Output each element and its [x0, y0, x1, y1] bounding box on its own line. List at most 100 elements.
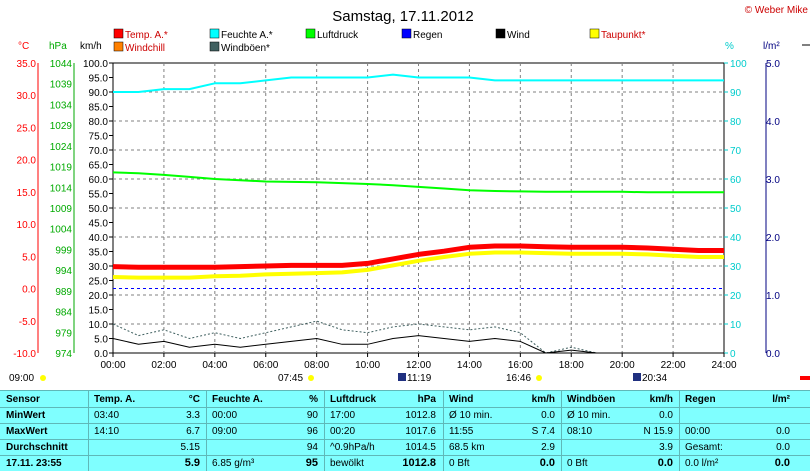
wind-tick-label: 60.0 — [89, 175, 109, 186]
pressure-tick-label: 1024 — [50, 142, 73, 153]
humidity-tick-label: 60 — [730, 175, 742, 186]
moonset-label: 20:34 — [642, 373, 667, 384]
legend-swatch — [113, 41, 124, 52]
stats-cell-wind-info: Ø 10 min. — [449, 410, 493, 421]
left-axes: 35.0 30.0 25.0 20.0 15.0 10.0 5.0 0.0 -5.0 -10.0 1… — [13, 59, 113, 360]
temp-tick-label: -10.0 — [13, 349, 36, 360]
series-feuchtea-line — [113, 73, 724, 93]
time-tick-label: 18:00 — [559, 360, 584, 371]
legend-swatch — [209, 41, 220, 52]
stats-row-label: MinWert — [6, 410, 46, 421]
stats-header-hum-unit: % — [309, 394, 318, 405]
legend-swatch — [589, 28, 600, 39]
stats-cell-temp-value: 3.3 — [186, 410, 200, 421]
legend-label: Windchill — [125, 43, 165, 54]
temp-tick-label: -5.0 — [19, 317, 37, 328]
time-tick-label: 10:00 — [355, 360, 380, 371]
wind-tick-label: 45.0 — [89, 219, 109, 230]
wind-tick-label: 40.0 — [89, 233, 109, 244]
stats-cell-press-value: 1012.8 — [405, 410, 436, 421]
legend-label: Regen — [413, 30, 442, 41]
pressure-tick-label: 1014 — [50, 183, 73, 194]
sun-moon-row: 09:00 07:45 11:19 16:46 20:34 — [9, 373, 810, 384]
stats-cell-press-info: 17:00 — [330, 410, 356, 421]
stats-table: Sensor Temp. A. °C Feuchte A. % Luftdruc… — [0, 390, 810, 471]
stats-cell-wind-value: 0.0 — [541, 410, 555, 421]
stats-cell-rain-info: 0.0 l/m² — [685, 458, 719, 469]
pressure-tick-label: 1009 — [50, 204, 73, 215]
pressure-tick-label: 1029 — [50, 121, 73, 132]
legend-label: Taupunkt* — [601, 30, 646, 41]
temp-tick-label: 5.0 — [22, 252, 36, 263]
copyright-text: © Weber Mike — [745, 5, 809, 16]
time-tick-label: 04:00 — [202, 360, 227, 371]
weather-chart: Samstag, 17.11.2012 © Weber Mike Temp. A… — [9, 5, 810, 384]
wind-tick-label: 50.0 — [89, 204, 109, 215]
pressure-unit-label: hPa — [49, 41, 67, 52]
pressure-tick-label: 1004 — [50, 225, 73, 236]
stats-cell-wind-value: S 7.4 — [531, 426, 555, 437]
stats-row-label: 17.11. 23:55 — [6, 458, 62, 469]
sunset-label: 16:46 — [506, 373, 531, 384]
stats-cell-press-value: 1014.5 — [405, 442, 436, 453]
rain-tick-label: 5.0 — [766, 59, 780, 70]
stats-cell-press-value: 1017.6 — [405, 426, 436, 437]
series-wind-line — [112, 335, 724, 354]
stats-row-label: Durchschnitt — [6, 442, 68, 453]
time-tick-label: 06:00 — [253, 360, 278, 371]
time-tick-label: 22:00 — [661, 360, 686, 371]
sunrise-label: 07:45 — [278, 373, 303, 384]
humidity-tick-label: 80 — [730, 117, 742, 128]
time-tick-label: 16:00 — [508, 360, 533, 371]
wind-tick-label: 0.0 — [94, 349, 108, 360]
time-tick-label: 02:00 — [151, 360, 176, 371]
temp-tick-label: 35.0 — [17, 59, 37, 70]
stats-cell-temp-info: 14:10 — [94, 426, 120, 437]
stats-cell-gust-value: 3.9 — [659, 442, 673, 453]
stats-row-divider — [0, 439, 810, 440]
stats-cell-temp-value: 6.7 — [186, 426, 200, 437]
wind-tick-label: 10.0 — [89, 320, 109, 331]
stats-cell-wind-value: 2.9 — [541, 442, 555, 453]
stats-header-press: Luftdruck — [330, 394, 377, 405]
pressure-tick-label: 999 — [55, 245, 72, 256]
rain-tick-label: 4.0 — [766, 117, 780, 128]
legend-label: Luftdruck — [317, 30, 359, 41]
pressure-tick-label: 984 — [55, 308, 72, 319]
humidity-tick-label: 10 — [730, 320, 742, 331]
pressure-tick-label: 994 — [55, 266, 72, 277]
legend-swatch — [113, 28, 124, 39]
moonset-icon — [633, 373, 641, 381]
legend-swatch — [305, 28, 316, 39]
humidity-tick-label: 40 — [730, 233, 742, 244]
legend-label: Wind — [507, 30, 530, 41]
time-tick-label: 14:00 — [457, 360, 482, 371]
stats-cell-wind-info: 11:55 — [449, 426, 474, 437]
stats-cell-hum-value: 95 — [305, 457, 318, 469]
stats-cell-rain-info: Gesamt: — [685, 442, 723, 453]
stats-cell-temp-value: 5.15 — [180, 442, 200, 453]
pressure-tick-label: 1039 — [50, 80, 73, 91]
rain-unit-label: l/m² — [763, 41, 780, 52]
stats-header-wind: Wind — [449, 394, 474, 405]
humidity-unit-label: % — [725, 41, 734, 52]
time-tick-label: 20:00 — [610, 360, 635, 371]
stats-cell-gust-value: 0.0 — [659, 410, 673, 421]
humidity-tick-label: 0 — [730, 349, 736, 360]
stats-header-rain: Regen — [685, 394, 716, 405]
stats-cell-press-info: ^0.9hPa/h — [330, 442, 375, 453]
time-tick-label: 24:00 — [711, 360, 736, 371]
wind-tick-label: 100.0 — [83, 59, 108, 70]
pressure-tick-label: 974 — [55, 349, 72, 360]
wind-tick-label: 5.0 — [94, 335, 108, 346]
stats-cell-rain-info: 00:00 — [685, 426, 711, 437]
sunrise-icon — [308, 375, 314, 381]
stats-cell-hum-info: 09:00 — [212, 426, 238, 437]
pressure-tick-label: 979 — [55, 328, 72, 339]
stats-cell-gust-info: Ø 10 min. — [567, 410, 611, 421]
wind-tick-label: 65.0 — [89, 161, 109, 172]
time-tick-label: 00:00 — [100, 360, 125, 371]
series-taupunkt-line — [112, 250, 724, 280]
stats-cell-rain-value: 0.0 — [774, 457, 790, 469]
stats-header-gust-unit: km/h — [649, 394, 673, 405]
